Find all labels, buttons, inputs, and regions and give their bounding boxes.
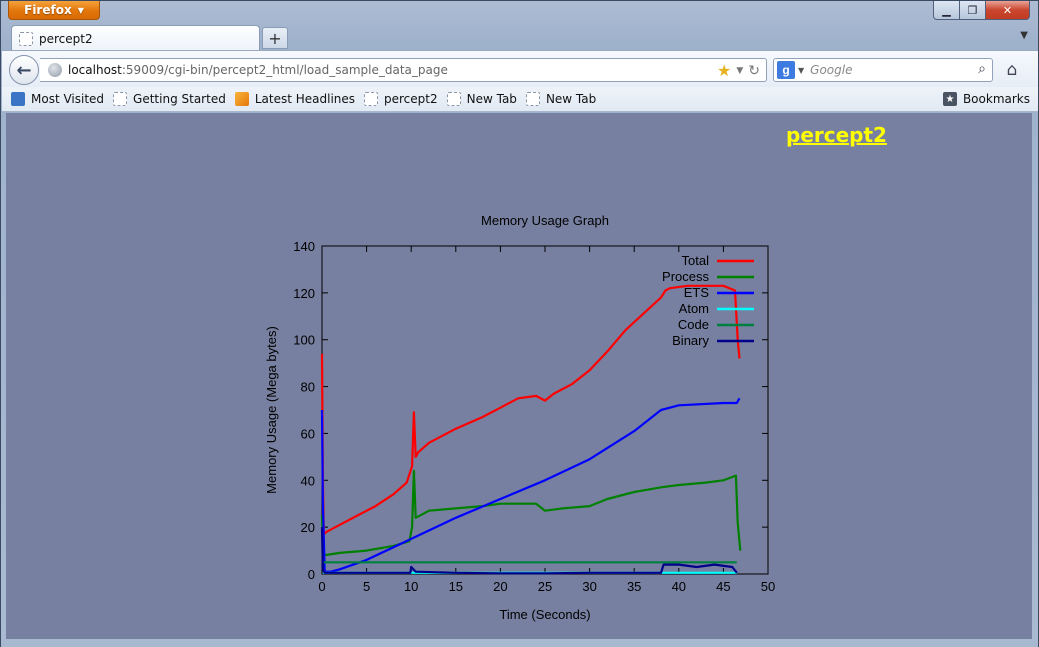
bookmark-star-icon[interactable]: ★ [717,61,732,80]
bookmark-latest-headlines[interactable]: Latest Headlines [234,92,356,106]
y-tick-label: 20 [301,520,315,535]
x-tick-label: 30 [582,579,596,594]
y-tick-label: 0 [308,567,315,582]
maximize-button[interactable]: ❐ [960,1,986,20]
x-tick-label: 20 [493,579,507,594]
bookmark-new-tab-1[interactable]: New Tab [446,92,517,106]
bookmark-label: New Tab [466,92,517,106]
legend-label-binary: Binary [672,333,709,348]
new-tab-button[interactable]: + [262,27,288,49]
url-path: :59009/cgi-bin/percept2_html/load_sample… [121,63,448,77]
x-tick-label: 0 [318,579,325,594]
search-engine-dropdown-icon[interactable]: ▼ [798,65,805,75]
bookmark-label: Most Visited [31,92,105,106]
series-line-process [320,469,742,557]
x-axis-label: Time (Seconds) [499,607,590,622]
url-bar[interactable]: localhost:59009/cgi-bin/percept2_html/lo… [40,58,767,82]
blank-page-icon [525,92,540,106]
series-line-binary [320,527,738,575]
plus-icon: + [268,28,282,48]
legend-label-atom: Atom [679,301,709,316]
url-host: localhost [68,63,122,77]
bookmark-label: Latest Headlines [254,92,356,106]
home-icon: ⌂ [1006,60,1018,80]
x-tick-label: 5 [363,579,370,594]
y-tick-label: 40 [301,473,315,488]
x-tick-label: 35 [627,579,641,594]
url-bar-icons: ★ ▼ ↻ [717,61,760,80]
reload-icon[interactable]: ↻ [748,62,760,79]
search-input[interactable]: Google [810,63,853,77]
page-content: percept2 Memory Usage Graph Time (Seconds… [6,113,1032,640]
x-tick-label: 40 [672,579,686,594]
window-bottom-border [1,639,1038,647]
page-title-link[interactable]: percept2 [786,123,887,147]
x-tick-label: 15 [449,579,463,594]
navigation-toolbar: ← localhost:59009/cgi-bin/percept2_html/… [2,50,1038,87]
chart-title: Memory Usage Graph [481,213,609,228]
bookmark-most-visited[interactable]: Most Visited [11,92,104,106]
series-line-total [320,284,741,536]
legend-label-process: Process [662,269,709,284]
tab-bar: percept2 + ▼ [1,23,1038,51]
bookmarks-toolbar: Most Visited Getting Started Latest Head… [2,87,1038,112]
y-tick-label: 80 [301,380,315,395]
globe-icon [48,63,62,77]
bookmark-new-tab-2[interactable]: New Tab [525,92,597,106]
title-bar: Firefox ▼ ▁ ❐ ✕ [1,1,1038,23]
blank-page-icon [446,92,461,106]
y-tick-label: 140 [293,239,315,254]
bookmarks-menu-button[interactable]: ★ Bookmarks [942,92,1030,106]
legend-label-ets: ETS [684,285,710,300]
rss-icon [234,92,249,106]
memory-usage-chart: Memory Usage Graph Time (Seconds) Memory U… [264,213,775,622]
dropdown-arrow-icon[interactable]: ▼ [736,65,744,76]
bookmarks-star-icon: ★ [942,92,957,106]
x-tick-label: 25 [538,579,552,594]
search-bar[interactable]: g ▼ Google ⌕ [773,58,993,82]
url-text[interactable]: localhost:59009/cgi-bin/percept2_html/lo… [68,63,448,77]
firefox-button-label: Firefox [24,3,72,17]
close-icon: ✕ [1002,3,1013,17]
y-axis-label: Memory Usage (Mega bytes) [264,326,279,494]
back-button[interactable]: ← [9,55,39,85]
home-button[interactable]: ⌂ [1001,60,1023,80]
bookmark-label: percept2 [384,92,438,106]
minimize-icon: ▁ [942,3,951,17]
bookmark-percept2[interactable]: percept2 [364,92,438,106]
tab-label: percept2 [39,31,93,46]
y-tick-label: 120 [293,286,315,301]
most-visited-icon [11,92,25,106]
search-icon[interactable]: ⌕ [978,61,986,77]
x-tick-label: 10 [404,579,418,594]
minimize-button[interactable]: ▁ [933,1,960,20]
y-tick-label: 100 [293,333,315,348]
google-icon[interactable]: g [777,61,795,79]
tab-list-icon[interactable]: ▼ [1020,30,1028,41]
legend-label-code: Code [678,317,709,332]
maximize-icon: ❐ [967,3,978,17]
x-tick-label: 50 [761,579,775,594]
blank-page-icon [19,31,33,46]
bookmark-label: New Tab [545,92,597,106]
legend-label-total: Total [682,253,710,268]
blank-page-icon [113,92,128,106]
bookmarks-menu-label: Bookmarks [962,92,1030,106]
close-button[interactable]: ✕ [986,1,1030,20]
blank-page-icon [364,92,379,106]
tab-percept2[interactable]: percept2 [11,25,260,51]
y-tick-label: 60 [301,426,315,441]
back-arrow-icon: ← [16,59,32,81]
chevron-down-icon: ▼ [77,5,84,15]
x-tick-label: 45 [716,579,730,594]
window-controls: ▁ ❐ ✕ [933,1,1030,20]
bookmark-getting-started[interactable]: Getting Started [113,92,226,106]
bookmark-label: Getting Started [133,92,226,106]
firefox-menu-button[interactable]: Firefox ▼ [8,1,100,20]
